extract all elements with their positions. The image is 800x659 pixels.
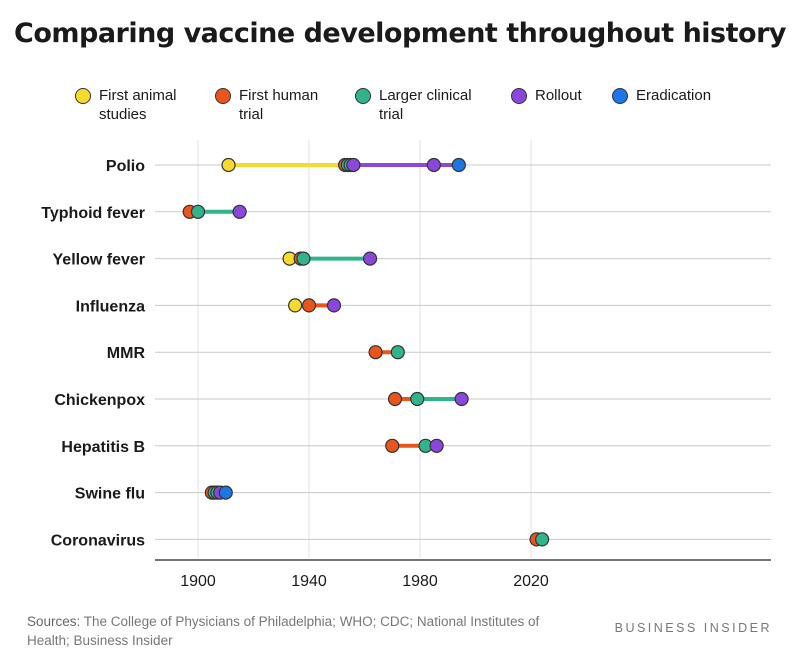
legend-swatch — [215, 88, 231, 104]
legend-label: Rollout — [535, 87, 582, 104]
stage-point — [385, 438, 400, 453]
stage-point — [534, 532, 550, 547]
legend-item-5: Eradication — [612, 86, 711, 105]
sources-note: Sources: The College of Physicians of Ph… — [27, 612, 547, 650]
row-label: Chickenpox — [54, 392, 145, 409]
stage-point — [390, 345, 405, 360]
row-label: MMR — [107, 345, 146, 362]
legend-item-2: First human trial — [215, 86, 318, 124]
row-label: Yellow fever — [53, 252, 146, 269]
legend-swatch — [511, 88, 527, 104]
row-label: Typhoid fever — [41, 205, 145, 222]
stage-point — [218, 485, 233, 500]
brand-logo: BUSINESS INSIDER — [614, 621, 772, 635]
stage-point — [296, 251, 311, 266]
x-tick-label: 1900 — [180, 573, 216, 590]
x-tick-label: 1940 — [291, 573, 327, 590]
legend-swatch — [612, 88, 628, 104]
legend-item-4: Rollout — [511, 86, 582, 105]
stage-point — [368, 345, 383, 360]
chart-title: Comparing vaccine development throughout… — [14, 18, 787, 49]
legend-label: First human trial — [239, 87, 319, 123]
legend-swatch — [75, 88, 91, 104]
legend-item-3: Larger clinical trial — [355, 86, 472, 124]
legend-label: Eradication — [636, 87, 712, 104]
stage-point — [429, 438, 444, 453]
legend: First animal studies First human trial Lar… — [0, 86, 800, 136]
legend-label: First animal studies — [99, 87, 177, 123]
stage-point — [454, 391, 469, 407]
sources-text: The College of Physicians of Philadelphi… — [27, 614, 540, 648]
stage-point — [232, 204, 247, 219]
legend-swatch — [355, 88, 371, 104]
stage-point — [326, 298, 342, 313]
stage-point — [426, 157, 441, 173]
x-tick-label: 1980 — [402, 573, 438, 590]
stage-point — [410, 391, 425, 407]
chart-plot: 1900 1940 1980 2020 Polio Typhoid fever Yellow… — [41, 140, 771, 590]
row-label: Hepatitis B — [61, 439, 145, 456]
stage-point — [362, 251, 378, 266]
row-label: Influenza — [76, 298, 145, 315]
sources-prefix: Sources: — [27, 614, 81, 629]
stage-point — [288, 298, 303, 313]
row-label: Coronavirus — [51, 532, 145, 549]
stage-point — [190, 204, 206, 219]
stage-point — [346, 157, 361, 173]
row-label: Swine flu — [75, 486, 145, 503]
stage-point — [221, 157, 236, 173]
stage-point — [301, 298, 317, 313]
legend-item-1: First animal studies — [75, 86, 177, 124]
x-tick-label: 2020 — [513, 573, 549, 590]
stage-point — [451, 157, 466, 173]
legend-label: Larger clinical trial — [379, 87, 472, 123]
row-label: Polio — [106, 158, 145, 175]
stage-point — [387, 391, 403, 407]
